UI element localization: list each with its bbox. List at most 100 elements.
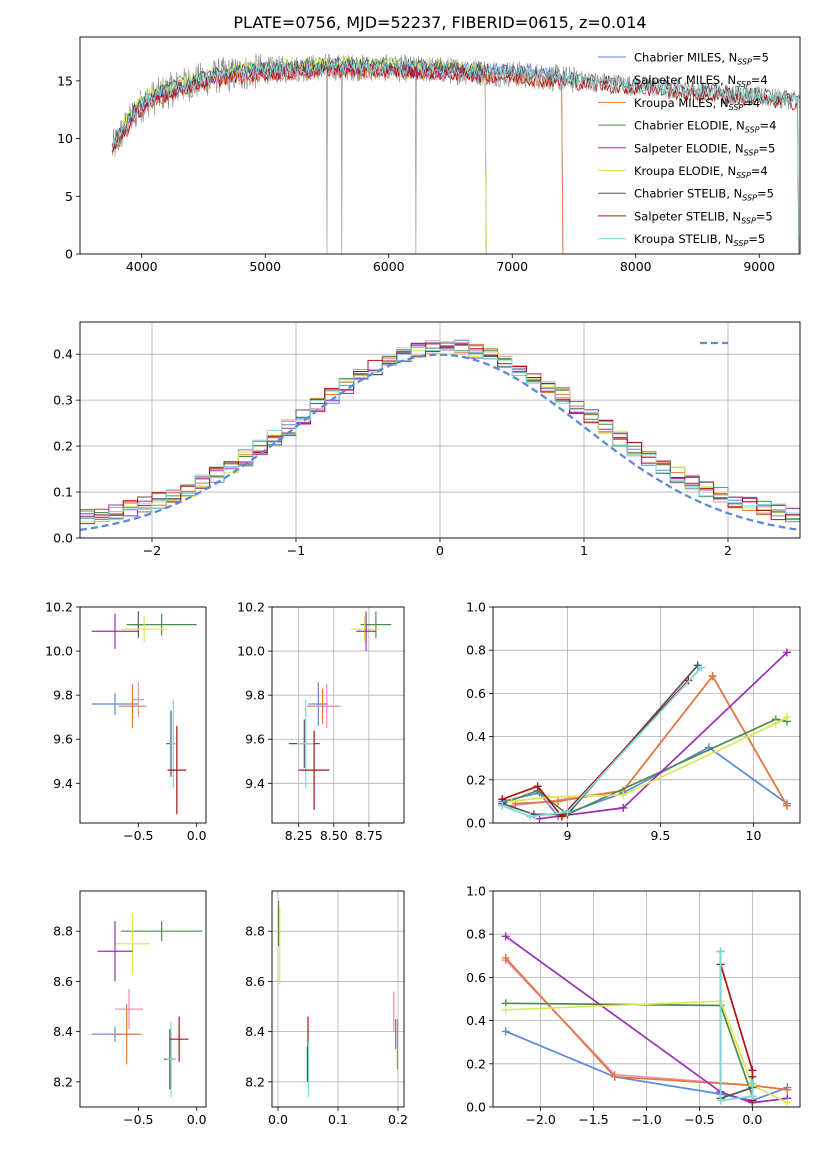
- x-tick-label: 8.75: [355, 828, 383, 843]
- x-tick-label: 5000: [249, 259, 281, 274]
- x-tick-label: 10: [746, 828, 762, 843]
- weight-marker: [716, 1096, 725, 1105]
- y-tick-label: 0: [65, 247, 73, 262]
- legend-label: Kroupa STELIB, NSSP=5: [634, 232, 765, 248]
- weight-marker: [498, 801, 507, 810]
- weight-line: [511, 674, 788, 807]
- y-tick-label: 0.2: [466, 1056, 486, 1071]
- weight-marker: [507, 797, 516, 806]
- y-tick-label: 0.0: [53, 531, 73, 546]
- y-tick-label: 0.3: [53, 393, 73, 408]
- y-tick-label: 0.4: [466, 729, 486, 744]
- weight-marker: [748, 1092, 757, 1101]
- axes-weight_vs_age: 9 9.5 10 0.0 0.2 0.4 0.6 0.8 1.0: [466, 600, 801, 843]
- axes-age_vs_Z: −0.5 0.0 9.4 9.6 9.8 10.0 10.2: [45, 600, 206, 844]
- y-tick-label: 8.6: [245, 974, 265, 989]
- weight-line: [505, 1000, 788, 1104]
- weight-marker: [716, 947, 725, 956]
- weight-line: [719, 951, 754, 1100]
- y-tick-label: 10: [57, 131, 73, 146]
- weight-marker: [708, 672, 717, 681]
- x-tick-label: 0: [436, 543, 444, 558]
- axes-mass_vs_EBV: 0.0 0.1 0.2 8.2 8.4 8.6 8.8: [245, 890, 408, 1127]
- weight-marker: [619, 790, 628, 799]
- y-tick-label: 0.6: [466, 686, 486, 701]
- axes-frame: [79, 890, 207, 1108]
- weight-line: [505, 935, 788, 1104]
- axes-frame: [271, 890, 405, 1108]
- weight-line: [502, 679, 690, 818]
- plot-area-weight_vs_age: [498, 648, 791, 823]
- y-tick-label: 10.2: [45, 600, 73, 615]
- y-tick-label: 0.0: [466, 1100, 486, 1115]
- y-tick-label: 8.2: [245, 1074, 265, 1089]
- legend: Chabrier MILES, NSSP=5 Salpeter MILES, NS…: [598, 51, 776, 248]
- y-tick-label: 15: [57, 73, 73, 88]
- weight-marker: [697, 663, 706, 672]
- y-tick-label: 9.4: [245, 776, 265, 791]
- plot-area-age_vs_mass: [288, 611, 392, 810]
- weight-marker: [501, 1005, 510, 1014]
- x-tick-label: 0.2: [388, 1112, 408, 1127]
- axes-frame: [79, 36, 801, 255]
- y-tick-label: 9.6: [53, 732, 73, 747]
- y-tick-label: 9.8: [245, 688, 265, 703]
- weight-line: [719, 951, 754, 1102]
- weight-marker: [610, 1072, 619, 1081]
- legend-label: Salpeter STELIB, NSSP=5: [634, 209, 773, 225]
- y-tick-label: 1.0: [466, 600, 486, 615]
- y-tick-label: 8.2: [53, 1074, 73, 1089]
- y-tick-label: 10.0: [237, 644, 265, 659]
- x-tick-label: −1: [287, 543, 305, 558]
- x-tick-label: 0.1: [328, 1112, 348, 1127]
- weight-marker: [501, 953, 510, 962]
- weight-marker: [526, 812, 535, 821]
- y-tick-label: 1.0: [466, 884, 486, 899]
- plot-area-mass_vs_EBV: [278, 901, 398, 1097]
- x-tick-label: 4000: [126, 259, 158, 274]
- x-tick-label: 8.25: [285, 828, 313, 843]
- x-tick-label: 0.0: [268, 1112, 288, 1127]
- y-tick-label: 0.2: [466, 772, 486, 787]
- axes-frame: [271, 606, 405, 824]
- plot-area-spectrum: [111, 53, 800, 254]
- weight-line: [501, 666, 703, 818]
- y-tick-label: 8.4: [245, 1024, 265, 1039]
- x-tick-label: 6000: [373, 259, 405, 274]
- plot-area-mass_vs_Z: [91, 913, 203, 1097]
- legend-label: Salpeter MILES, NSSP=4: [634, 73, 768, 89]
- y-tick-label: 0.4: [466, 1013, 486, 1028]
- x-tick-label: −2: [143, 543, 161, 558]
- legend-label: Salpeter ELODIE, NSSP=5: [634, 141, 775, 157]
- weight-marker: [557, 812, 566, 821]
- plot-area-age_vs_Z: [91, 611, 197, 815]
- x-tick-label: −0.5: [123, 1112, 153, 1127]
- legend-label: Kroupa MILES, NSSP=4: [634, 96, 760, 112]
- weight-marker: [783, 1098, 792, 1107]
- legend-label: Chabrier MILES, NSSP=5: [634, 51, 769, 67]
- x-tick-label: −0.5: [123, 828, 153, 843]
- y-tick-label: 5: [65, 189, 73, 204]
- spectrum-model-line: [111, 56, 800, 254]
- weight-marker: [533, 782, 542, 791]
- weight-marker: [563, 808, 572, 817]
- axes-residuals: −2 −1 0 1 2 0.0 0.1 0.2 0.3 0.4: [53, 321, 801, 558]
- axes-weight_vs_Z: −2.0 −1.5 −1.0 −0.5 0.0 0.0 0.2 0.4 0.6 0.8 1.0: [466, 884, 801, 1127]
- x-tick-label: −2.0: [525, 1112, 555, 1127]
- y-tick-label: 10.2: [237, 600, 265, 615]
- plot-area-weight_vs_Z: [501, 932, 792, 1107]
- x-tick-label: 8000: [620, 259, 652, 274]
- weight-marker: [748, 1066, 757, 1075]
- y-tick-label: 0.4: [53, 347, 73, 362]
- x-tick-label: −0.5: [684, 1112, 714, 1127]
- y-tick-label: 9.4: [53, 776, 73, 791]
- y-tick-label: 0.2: [53, 439, 73, 454]
- weight-line: [502, 746, 788, 818]
- weight-marker: [619, 803, 628, 812]
- y-tick-label: 0.8: [466, 643, 486, 658]
- weight-line: [515, 674, 788, 807]
- x-tick-label: 9.5: [651, 828, 671, 843]
- axes-frame: [492, 606, 801, 824]
- y-tick-label: 9.6: [245, 732, 265, 747]
- y-tick-label: 8.8: [53, 924, 73, 939]
